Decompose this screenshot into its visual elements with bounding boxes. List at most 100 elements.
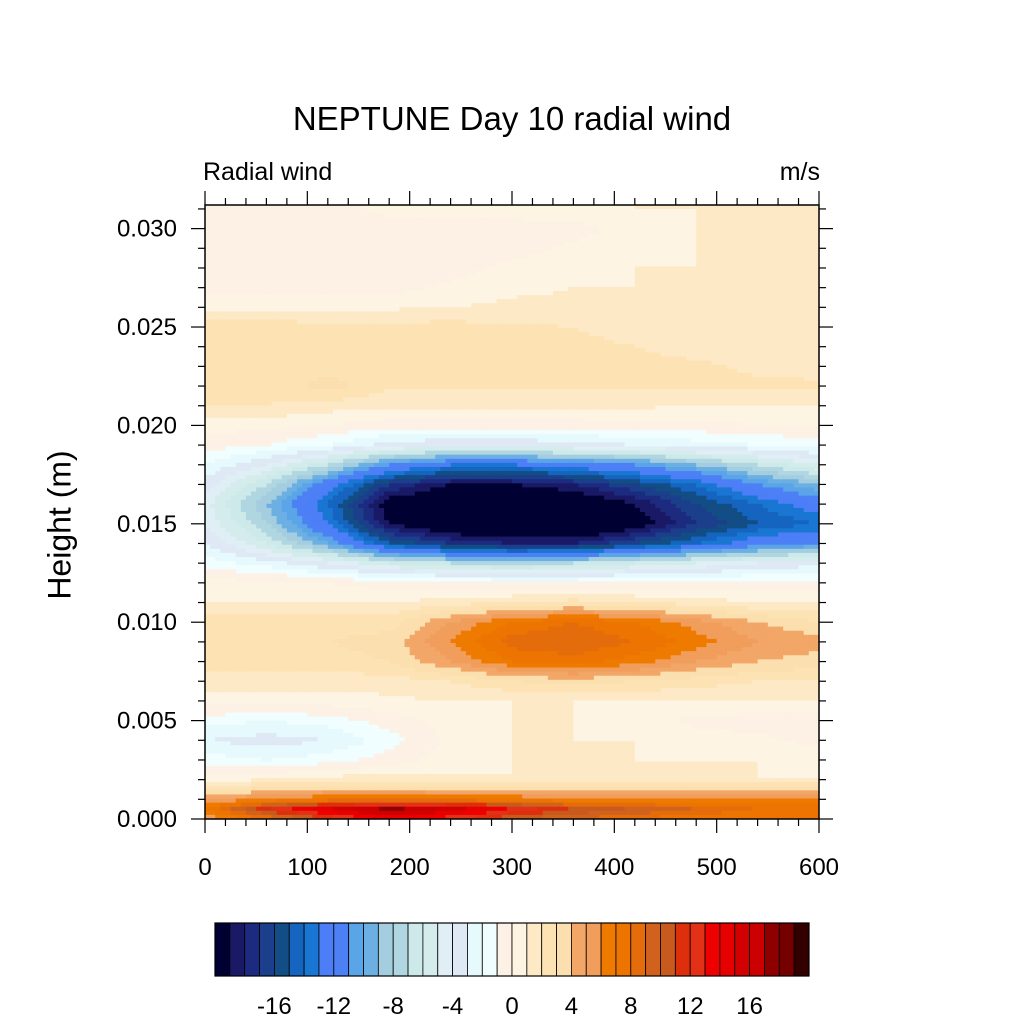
- contour-cell: [711, 233, 718, 239]
- contour-cell: [271, 282, 278, 288]
- contour-cell: [210, 315, 216, 321]
- contour-cell: [762, 327, 769, 333]
- contour-cell: [496, 270, 503, 276]
- contour-cell: [696, 340, 702, 345]
- contour-cell: [389, 205, 395, 210]
- contour-cell: [465, 356, 472, 362]
- contour-cell: [317, 237, 324, 243]
- contour-cell: [471, 311, 477, 317]
- contour-cell: [573, 237, 580, 243]
- contour-cell: [399, 286, 406, 292]
- contour-cell: [256, 221, 262, 227]
- contour-cell: [696, 250, 702, 255]
- contour-cell: [650, 221, 656, 227]
- contour-cell: [491, 344, 498, 349]
- contour-cell: [378, 225, 385, 231]
- contour-cell: [486, 368, 493, 374]
- contour-cell: [312, 327, 319, 333]
- contour-cell: [378, 221, 385, 227]
- contour-cell: [215, 241, 221, 247]
- contour-cell: [414, 250, 421, 255]
- contour-cell: [655, 274, 661, 280]
- contour-cell: [251, 311, 257, 317]
- contour-cell: [522, 266, 528, 272]
- contour-cell: [573, 254, 580, 259]
- contour-cell: [312, 356, 319, 362]
- contour-cell: [588, 368, 595, 374]
- contour-cell: [639, 213, 646, 218]
- contour-cell: [440, 213, 447, 218]
- contour-cell: [378, 323, 385, 329]
- contour-cell: [276, 270, 283, 276]
- contour-cell: [778, 209, 784, 214]
- contour-cell: [409, 286, 416, 292]
- contour-cell: [312, 274, 319, 280]
- contour-cell: [327, 340, 334, 345]
- contour-cell: [205, 233, 211, 239]
- contour-cell: [609, 352, 615, 358]
- contour-cell: [788, 213, 795, 218]
- contour-cell: [665, 286, 672, 292]
- contour-cell: [455, 348, 462, 353]
- contour-cell: [655, 335, 661, 341]
- contour-cell: [639, 327, 646, 333]
- contour-cell: [471, 266, 477, 272]
- contour-cell: [404, 286, 411, 292]
- contour-cell: [629, 270, 636, 276]
- contour-cell: [225, 364, 232, 370]
- contour-cell: [256, 278, 262, 284]
- contour-cell: [706, 368, 713, 374]
- contour-cell: [701, 368, 708, 374]
- contour-cell: [752, 213, 759, 218]
- contour-cell: [491, 348, 498, 353]
- contour-cell: [363, 270, 370, 276]
- contour-cell: [793, 356, 800, 362]
- contour-cell: [527, 307, 534, 313]
- contour-cell: [757, 360, 764, 366]
- contour-cell: [660, 331, 667, 337]
- contour-cell: [368, 225, 375, 231]
- contour-cell: [297, 368, 303, 374]
- contour-cell: [501, 274, 508, 280]
- contour-cell: [793, 270, 800, 276]
- contour-cell: [547, 307, 554, 313]
- contour-cell: [281, 282, 288, 288]
- contour-cell: [399, 319, 406, 325]
- contour-cell: [798, 360, 805, 366]
- contour-cell: [399, 274, 406, 280]
- contour-cell: [240, 331, 247, 337]
- contour-cell: [670, 221, 677, 227]
- contour-cell: [291, 315, 298, 321]
- contour-cell: [568, 217, 574, 222]
- contour-cell: [440, 331, 447, 337]
- contour-cell: [583, 319, 590, 325]
- contour-cell: [808, 266, 815, 272]
- contour-cell: [501, 323, 508, 329]
- contour-cell: [266, 225, 273, 231]
- contour-cell: [332, 295, 339, 300]
- contour-cell: [317, 262, 324, 267]
- contour-cell: [440, 233, 447, 239]
- contour-cell: [696, 282, 702, 288]
- contour-cell: [261, 368, 267, 374]
- contour-cell: [302, 241, 308, 247]
- contour-cell: [455, 368, 462, 374]
- contour-cell: [563, 315, 569, 321]
- contour-cell: [542, 266, 549, 272]
- contour-cell: [762, 295, 769, 300]
- contour-cell: [332, 323, 339, 329]
- contour-cell: [235, 299, 242, 304]
- contour-cell: [752, 319, 759, 325]
- contour-cell: [389, 254, 395, 259]
- contour-cell: [563, 266, 569, 272]
- contour-cell: [506, 368, 513, 374]
- contour-cell: [701, 323, 708, 329]
- contour-cell: [624, 352, 631, 358]
- contour-cell: [322, 278, 329, 284]
- contour-cell: [327, 286, 334, 292]
- contour-cell: [460, 315, 467, 321]
- contour-cell: [327, 245, 334, 251]
- contour-cell: [435, 290, 441, 296]
- contour-cell: [378, 299, 385, 304]
- contour-cell: [639, 295, 646, 300]
